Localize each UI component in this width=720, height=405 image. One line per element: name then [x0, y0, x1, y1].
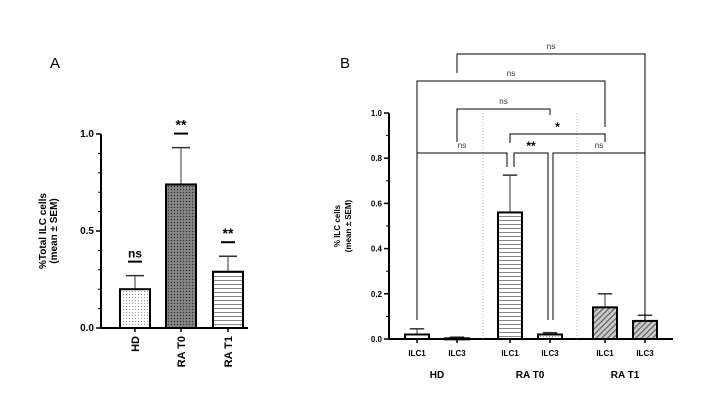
y-tick-label: 0.0	[371, 335, 383, 344]
y-axis-label-sub: (mean ± SEM)	[49, 198, 60, 264]
bar	[212, 270, 244, 329]
x-category-label: RA T0	[176, 336, 188, 367]
panel-a-label: A	[50, 55, 61, 72]
bar	[119, 288, 151, 330]
x-category-label: RA T1	[223, 336, 235, 367]
comparison-label: ns	[547, 42, 555, 51]
y-tick-label: 1.0	[80, 129, 94, 140]
comparison-label: *	[555, 120, 560, 134]
significance-label: **	[223, 225, 234, 241]
bar	[632, 319, 658, 341]
comparison-bracket	[416, 152, 508, 320]
bar	[165, 183, 197, 329]
x-category-label: ILC3	[541, 349, 559, 358]
y-tick-label: 0.5	[80, 226, 94, 237]
group-label: HD	[430, 370, 444, 381]
y-tick-label: 1.0	[371, 109, 383, 118]
x-category-label: ILC1	[408, 349, 426, 358]
group-label: RA T1	[611, 370, 640, 381]
comparison-label: ns	[458, 141, 466, 150]
comparison-bracket	[456, 108, 551, 142]
significance-label: ns	[128, 247, 142, 261]
bar	[497, 211, 523, 340]
x-category-label: ILC3	[636, 349, 654, 358]
comparison-bracket	[456, 53, 646, 155]
y-axis-label: % ILC cells	[333, 204, 342, 247]
comparison-label: ns	[595, 141, 603, 150]
significance-label: **	[176, 117, 187, 133]
comparison-bracket	[513, 152, 549, 320]
y-tick-label: 0.2	[371, 290, 383, 299]
y-tick-label: 0.8	[371, 154, 383, 163]
comparison-label: ns	[507, 69, 515, 78]
y-axis-label-sub: (mean ± SEM)	[344, 199, 353, 252]
x-category-label: ILC3	[448, 349, 466, 358]
panel-b-label: B	[340, 55, 351, 72]
x-category-label: HD	[130, 336, 142, 352]
y-axis-label: %Total ILC cells	[38, 193, 49, 269]
y-tick-label: 0.0	[80, 323, 94, 334]
comparison-bracket	[416, 80, 606, 155]
bar	[537, 333, 563, 341]
x-category-label: ILC1	[596, 349, 614, 358]
y-tick-label: 0.6	[371, 199, 383, 208]
comparison-bracket	[509, 133, 606, 143]
group-label: RA T0	[516, 370, 545, 381]
comparison-bracket	[552, 152, 646, 320]
comparison-label: **	[526, 139, 536, 153]
y-tick-label: 0.4	[371, 245, 383, 254]
comparison-label: ns	[499, 97, 507, 106]
bar	[404, 333, 430, 341]
bar	[592, 306, 618, 340]
x-category-label: ILC1	[501, 349, 519, 358]
